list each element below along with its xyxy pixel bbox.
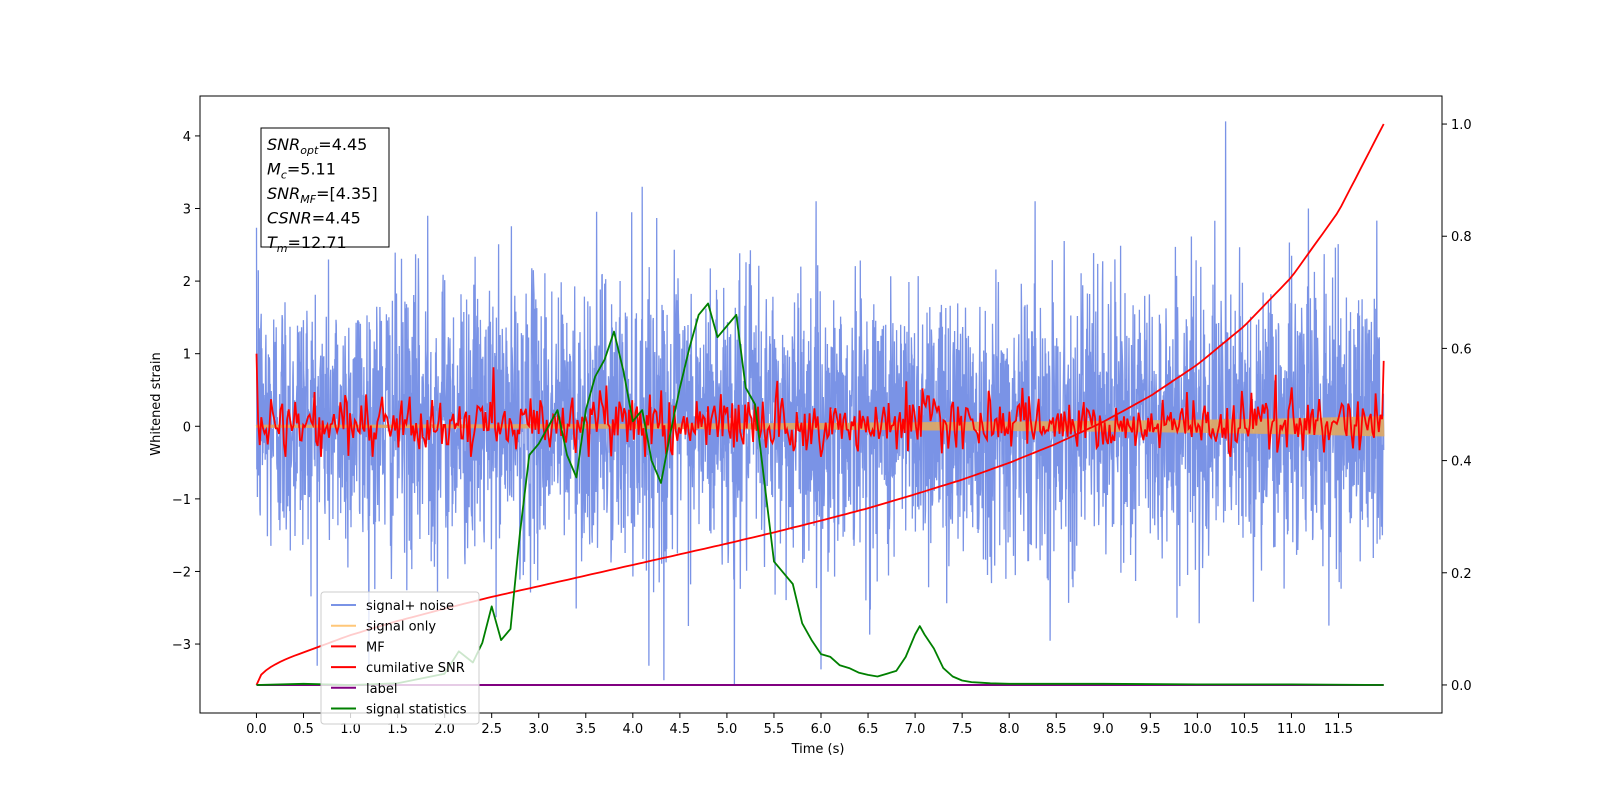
- x-tick-label: 10.0: [1183, 722, 1212, 737]
- left-y-axis: 4 3 2 1 0 −1 −2 −3: [172, 130, 200, 653]
- x-tick-label: 7.5: [952, 722, 973, 737]
- x-tick-label: 11.0: [1277, 722, 1306, 737]
- x-tick-label: 4.0: [622, 722, 643, 737]
- right-y-tick-label: 0.2: [1451, 567, 1472, 582]
- left-y-tick-label: 1: [183, 348, 191, 363]
- y-axis-label: Whitened strain: [149, 352, 164, 455]
- left-y-tick-label: 2: [183, 275, 191, 290]
- left-y-tick-label: 4: [183, 130, 191, 145]
- x-tick-label: 8.5: [1046, 722, 1067, 737]
- legend-label: signal statistics: [366, 703, 467, 718]
- legend-label: MF: [366, 640, 385, 655]
- x-axis: 0.0 0.5 1.0 1.5 2.0 2.5 3.0 3.5 4.0 4.5 5.0 5.5 6.0 6…: [246, 713, 1353, 737]
- mf-line: [255, 353, 1385, 458]
- signal-statistics-line: [256, 302, 1384, 686]
- x-tick-label: 7.0: [905, 722, 926, 737]
- x-tick-label: 0.5: [293, 722, 314, 737]
- x-axis-label: Time (s): [791, 742, 845, 757]
- right-y-axis: 1.0 0.8 0.6 0.4 0.2 0.0: [1442, 118, 1472, 694]
- signal-noise-line: [255, 121, 1385, 685]
- x-tick-label: 5.5: [764, 722, 785, 737]
- x-tick-label: 2.0: [434, 722, 455, 737]
- info-box-frame: [260, 127, 390, 248]
- x-tick-label: 1.5: [387, 722, 408, 737]
- x-tick-label: 6.0: [811, 722, 832, 737]
- x-tick-label: 4.5: [670, 722, 691, 737]
- legend-label: label: [366, 682, 397, 697]
- left-y-tick-label: −3: [172, 638, 191, 653]
- right-y-tick-label: 0.4: [1451, 455, 1472, 470]
- legend-label: signal+ noise: [366, 599, 454, 614]
- info-line: Mc=5.11: [267, 160, 336, 182]
- x-tick-label: 11.5: [1324, 722, 1353, 737]
- x-tick-label: 1.0: [340, 722, 361, 737]
- info-line: SNRopt=4.45: [267, 135, 367, 157]
- x-tick-label: 10.5: [1230, 722, 1259, 737]
- x-tick-label: 9.0: [1093, 722, 1114, 737]
- left-y-tick-label: 3: [183, 203, 191, 218]
- x-tick-label: 5.0: [717, 722, 738, 737]
- legend-frame: [320, 591, 480, 725]
- x-tick-label: 6.5: [858, 722, 879, 737]
- x-tick-label: 3.0: [528, 722, 549, 737]
- legend: signal+ noise signal only MF cumilative SNR…: [320, 591, 480, 725]
- x-tick-label: 2.5: [481, 722, 502, 737]
- info-line: Tm=12.71: [267, 233, 347, 255]
- left-y-tick-label: −1: [172, 493, 191, 508]
- info-line: CSNR=4.45: [267, 209, 361, 228]
- x-tick-label: 8.0: [999, 722, 1020, 737]
- x-tick-label: 3.5: [575, 722, 596, 737]
- legend-label: signal only: [366, 620, 436, 635]
- right-y-tick-label: 0.0: [1451, 679, 1472, 694]
- left-y-tick-label: 0: [183, 420, 191, 435]
- right-y-tick-label: 0.6: [1451, 342, 1472, 357]
- left-y-tick-label: −2: [172, 565, 191, 580]
- right-y-tick-label: 1.0: [1451, 118, 1472, 133]
- legend-label: cumilative SNR: [366, 661, 465, 676]
- x-tick-label: 9.5: [1140, 722, 1161, 737]
- right-y-tick-label: 0.8: [1451, 230, 1472, 245]
- x-tick-label: 0.0: [246, 722, 267, 737]
- info-line: SNRMF=[4.35]: [267, 184, 378, 206]
